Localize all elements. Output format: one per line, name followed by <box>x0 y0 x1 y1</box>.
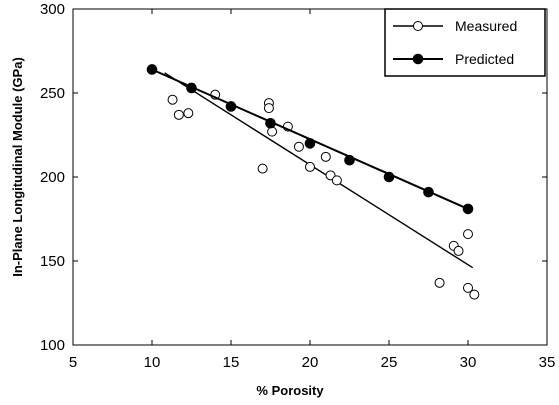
measured-point <box>331 175 342 186</box>
measured-point <box>320 151 331 162</box>
predicted-point <box>383 171 395 183</box>
predicted-point <box>225 101 237 112</box>
legend-box <box>384 8 546 77</box>
measured-point <box>263 103 274 114</box>
measured-point <box>293 141 304 152</box>
x-tick-label: 25 <box>381 354 398 371</box>
measured-point <box>434 277 445 288</box>
measured-point <box>463 282 473 293</box>
x-tick-label: 35 <box>539 354 556 371</box>
measured-point <box>183 108 194 119</box>
x-tick-label: 15 <box>223 354 240 371</box>
predicted-point <box>344 154 355 166</box>
legend-marker-measured <box>413 21 423 31</box>
measured-fit-line <box>164 72 474 269</box>
legend-label-measured: Measured <box>455 18 517 34</box>
measured-point <box>173 109 184 120</box>
x-tick-label: 5 <box>69 354 77 371</box>
legend: Measured Predicted <box>384 8 546 77</box>
measured-point <box>167 94 178 105</box>
x-axis-title: % Porosity <box>256 383 324 398</box>
x-tick-label: 30 <box>460 354 477 371</box>
y-tick-label: 250 <box>40 85 65 102</box>
predicted-point <box>304 138 316 149</box>
y-tick-label: 150 <box>40 253 65 270</box>
measured-point <box>453 245 464 256</box>
measured-point <box>267 126 278 137</box>
y-tick-label: 200 <box>40 169 65 186</box>
y-tick-label: 100 <box>40 337 65 354</box>
predicted-point <box>186 82 197 94</box>
predicted-point <box>146 64 158 75</box>
predicted-point <box>462 203 474 215</box>
predicted-point <box>265 117 276 129</box>
y-tick-label: 300 <box>40 1 65 18</box>
y-axis-title: In-Plane Longitudinal Module (GPa) <box>10 57 25 277</box>
predicted-point <box>423 186 434 198</box>
legend-marker-predicted <box>412 53 424 65</box>
x-tick-label: 10 <box>144 354 161 371</box>
measured-point <box>257 163 268 174</box>
measured-point <box>463 229 473 240</box>
legend-label-predicted: Predicted <box>455 51 514 67</box>
measured-point <box>469 289 480 300</box>
measured-point <box>305 161 315 172</box>
x-tick-label: 20 <box>302 354 319 371</box>
